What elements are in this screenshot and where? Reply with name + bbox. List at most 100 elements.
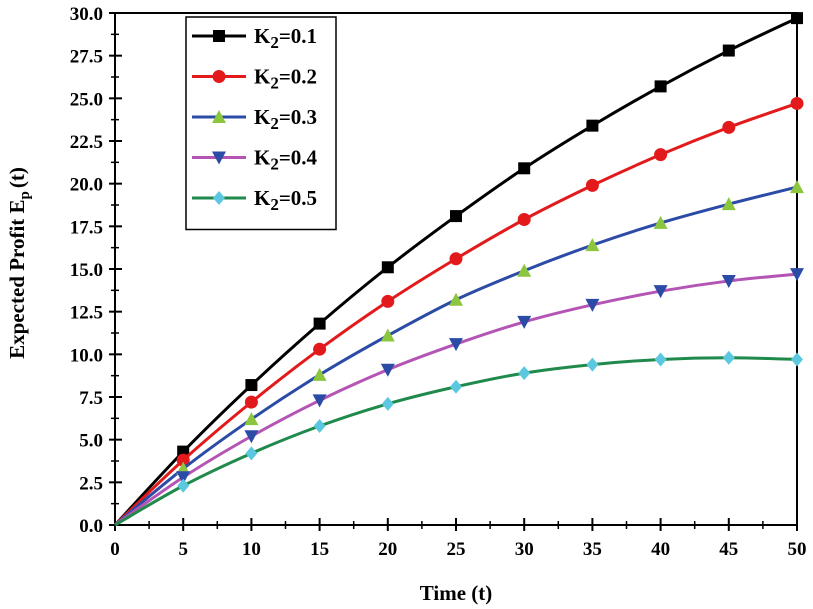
data-point xyxy=(517,213,531,227)
legend-label-tail: =0.5 xyxy=(279,186,317,210)
legend-label-subscript: 2 xyxy=(270,74,279,93)
legend-label: K2=0.4 xyxy=(254,146,318,174)
legend-label-main: K xyxy=(254,24,271,48)
y-axis-title: Expected Profit Ep (t) xyxy=(5,167,33,359)
data-point xyxy=(312,394,327,408)
legend-entry: K2=0.4 xyxy=(192,146,318,174)
data-point xyxy=(176,453,190,467)
series-line xyxy=(113,102,798,527)
y-tick-label: 12.5 xyxy=(70,303,103,324)
legend-swatch-marker xyxy=(212,151,226,165)
legend-label-tail: =0.1 xyxy=(279,24,317,48)
data-point xyxy=(381,261,394,274)
legend-label-main: K xyxy=(254,146,271,170)
data-point xyxy=(380,328,395,342)
y-tick-label: 30.0 xyxy=(70,4,103,25)
data-point xyxy=(585,238,600,252)
data-point xyxy=(586,357,599,372)
data-point xyxy=(790,96,804,110)
series-3 xyxy=(114,180,804,527)
y-tick-label: 2.5 xyxy=(79,473,103,494)
series-1 xyxy=(113,12,803,527)
x-tick-label: 10 xyxy=(242,539,261,560)
data-point xyxy=(518,366,531,381)
y-tick-label: 7.5 xyxy=(79,388,103,409)
data-point xyxy=(244,395,258,409)
x-tick-label: 15 xyxy=(310,539,329,560)
series-line xyxy=(114,272,798,527)
y-tick-label: 27.5 xyxy=(70,47,103,68)
data-point xyxy=(381,294,395,308)
series-line xyxy=(113,16,798,527)
x-tick-label: 40 xyxy=(651,539,670,560)
x-axis-title: Time (t) xyxy=(420,581,493,605)
legend-label-tail: =0.3 xyxy=(279,105,317,129)
data-point xyxy=(176,471,191,485)
y-tick-label: 17.5 xyxy=(70,217,103,238)
legend-entry: K2=0.1 xyxy=(192,24,317,52)
legend-entry: K2=0.3 xyxy=(192,105,317,133)
data-point xyxy=(245,446,258,461)
data-point xyxy=(177,478,190,493)
data-point xyxy=(654,352,667,367)
data-point xyxy=(654,80,667,93)
data-point xyxy=(518,162,531,175)
data-point xyxy=(450,379,462,394)
legend-swatch-marker xyxy=(212,110,226,123)
data-point xyxy=(245,379,258,392)
data-point xyxy=(312,367,327,381)
series-line xyxy=(114,185,798,527)
y-tick-label: 20.0 xyxy=(70,175,103,196)
legend-label-tail: =0.2 xyxy=(279,65,317,89)
y-tick-label: 5.0 xyxy=(79,431,103,452)
data-point xyxy=(449,292,463,306)
data-point xyxy=(449,252,463,266)
x-tick-label: 50 xyxy=(788,539,807,560)
series-4 xyxy=(114,268,804,527)
legend-label-main: K xyxy=(254,186,271,210)
x-tick-label: 0 xyxy=(110,539,120,560)
data-point xyxy=(722,350,735,365)
legend-entry: K2=0.2 xyxy=(192,65,317,93)
legend-label: K2=0.3 xyxy=(254,105,317,133)
data-point xyxy=(313,342,327,356)
data-point xyxy=(381,396,394,411)
x-tick-label: 20 xyxy=(378,539,397,560)
data-point xyxy=(722,120,736,134)
data-point xyxy=(790,180,804,194)
y-axis-title-subscript: p xyxy=(17,191,33,199)
data-point xyxy=(244,412,259,426)
legend-label-subscript: 2 xyxy=(270,33,279,52)
legend-label-subscript: 2 xyxy=(270,195,279,214)
legend-entry: K2=0.5 xyxy=(192,186,317,214)
y-tick-label: 22.5 xyxy=(70,132,103,153)
series-2 xyxy=(113,96,804,527)
data-point xyxy=(721,197,736,211)
x-tick-label: 45 xyxy=(719,539,738,560)
x-tick-label: 25 xyxy=(447,539,466,560)
y-tick-label: 15.0 xyxy=(70,260,103,281)
y-axis-title-main: Expected Profit E xyxy=(5,199,29,358)
legend-label-main: K xyxy=(254,65,271,89)
data-point xyxy=(791,352,803,367)
data-point xyxy=(449,338,463,352)
y-tick-label: 10.0 xyxy=(70,345,103,366)
legend-label-subscript: 2 xyxy=(270,114,279,133)
series-lines xyxy=(113,12,804,527)
data-point xyxy=(653,215,668,229)
data-point xyxy=(653,285,668,299)
data-point xyxy=(586,119,599,132)
legend-swatch-marker xyxy=(212,70,226,83)
data-point xyxy=(313,317,326,330)
axes: 0 5 10 15 20 25 30 35 40 45 50 0.0 2.5 5.0 7.5 10.0 12.5… xyxy=(70,4,807,560)
series-5 xyxy=(114,350,803,527)
data-point xyxy=(585,178,599,192)
data-point xyxy=(380,363,395,377)
legend-label-main: K xyxy=(254,105,271,129)
data-point xyxy=(791,12,803,25)
data-point xyxy=(722,44,735,57)
legend-box xyxy=(185,16,337,231)
x-tick-label: 5 xyxy=(178,539,188,560)
